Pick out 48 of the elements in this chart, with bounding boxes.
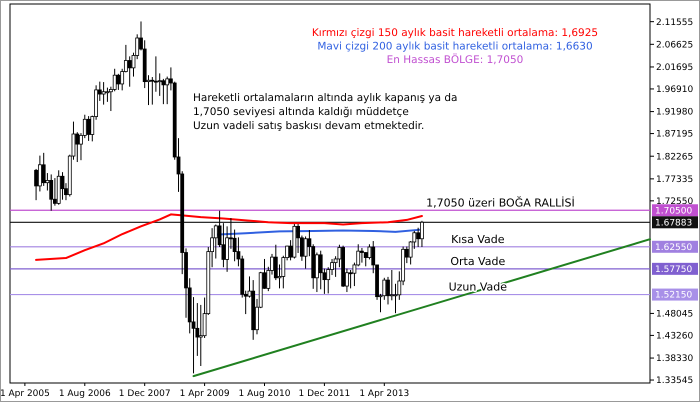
annotation: Uzun vadeli satış baskısı devam etmektedir. (193, 120, 424, 132)
ref-line-label: 1.67883 (655, 218, 692, 228)
y-tick-label: 2.06625 (656, 40, 694, 50)
candlestick (75, 132, 80, 163)
y-tick-label: 2.11555 (656, 18, 694, 28)
annotation: En Hassas BÖLGE: 1,7050 (386, 53, 524, 66)
candlestick (116, 73, 120, 90)
candlestick (42, 152, 46, 186)
x-tick-label: 1 Dec 2011 (298, 389, 350, 399)
candlestick (360, 247, 364, 264)
candlestick (128, 56, 132, 88)
ref-line-label: 1.62550 (655, 242, 692, 253)
annotation: Kırmızı çizgi 150 aylık basit hareketli ortalama: 1,6925 (312, 27, 598, 39)
candlestick (86, 116, 90, 142)
y-tick-label: 1.33545 (656, 376, 694, 386)
x-tick-label: 1 Aug 2006 (58, 389, 112, 399)
candlestick (318, 250, 323, 290)
y-tick-label: 1.87195 (656, 130, 694, 140)
x-tick-label: 1 Apr 2013 (359, 389, 410, 399)
ref-line-label: 1.57750 (655, 264, 692, 275)
candlestick (34, 168, 38, 201)
y-tick-label: 1.43260 (656, 332, 694, 342)
annotation: 1,7050 üzeri BOĞA RALLİSİ (426, 195, 575, 210)
y-tick-label: 2.01695 (656, 63, 694, 74)
line-series (35, 213, 423, 261)
annotation: Hareketli ortalamaların altında aylık kapanış ya da (193, 92, 458, 104)
annotation: Mavi çizgi 200 aylık basit hareketli ortalama: 1,6630 (317, 40, 593, 52)
candlestick (60, 172, 64, 200)
annotation: Orta Vade (450, 254, 506, 268)
y-tick-label: 1.96910 (656, 85, 694, 96)
annotation: Kısa Vade (451, 232, 505, 246)
y-tick-label: 1.38330 (656, 354, 694, 364)
candlestick (49, 174, 54, 212)
ref-line-label: 1.70500 (655, 206, 692, 216)
y-tick-label: 1.82265 (656, 152, 694, 162)
x-tick-label: 1 Dec 2007 (118, 389, 171, 399)
x-tick-label: 1 Apr 2005 (0, 389, 50, 399)
x-tick-label: 1 Aug 2010 (238, 389, 291, 399)
y-tick-label: 1.48045 (656, 310, 694, 320)
ref-line-label: 1.52150 (655, 290, 692, 301)
annotation: 1,7050 seviyesi altında kaldığı müddetçe (193, 106, 409, 118)
y-tick-label: 1.77335 (656, 175, 694, 186)
candlestick (102, 82, 106, 106)
x-tick-label: 1 Apr 2009 (180, 389, 230, 399)
y-tick-label: 1.91980 (656, 108, 694, 118)
candlestick (420, 220, 424, 248)
candlestick (52, 178, 57, 206)
y-tick-label: 1.72550 (656, 197, 694, 207)
